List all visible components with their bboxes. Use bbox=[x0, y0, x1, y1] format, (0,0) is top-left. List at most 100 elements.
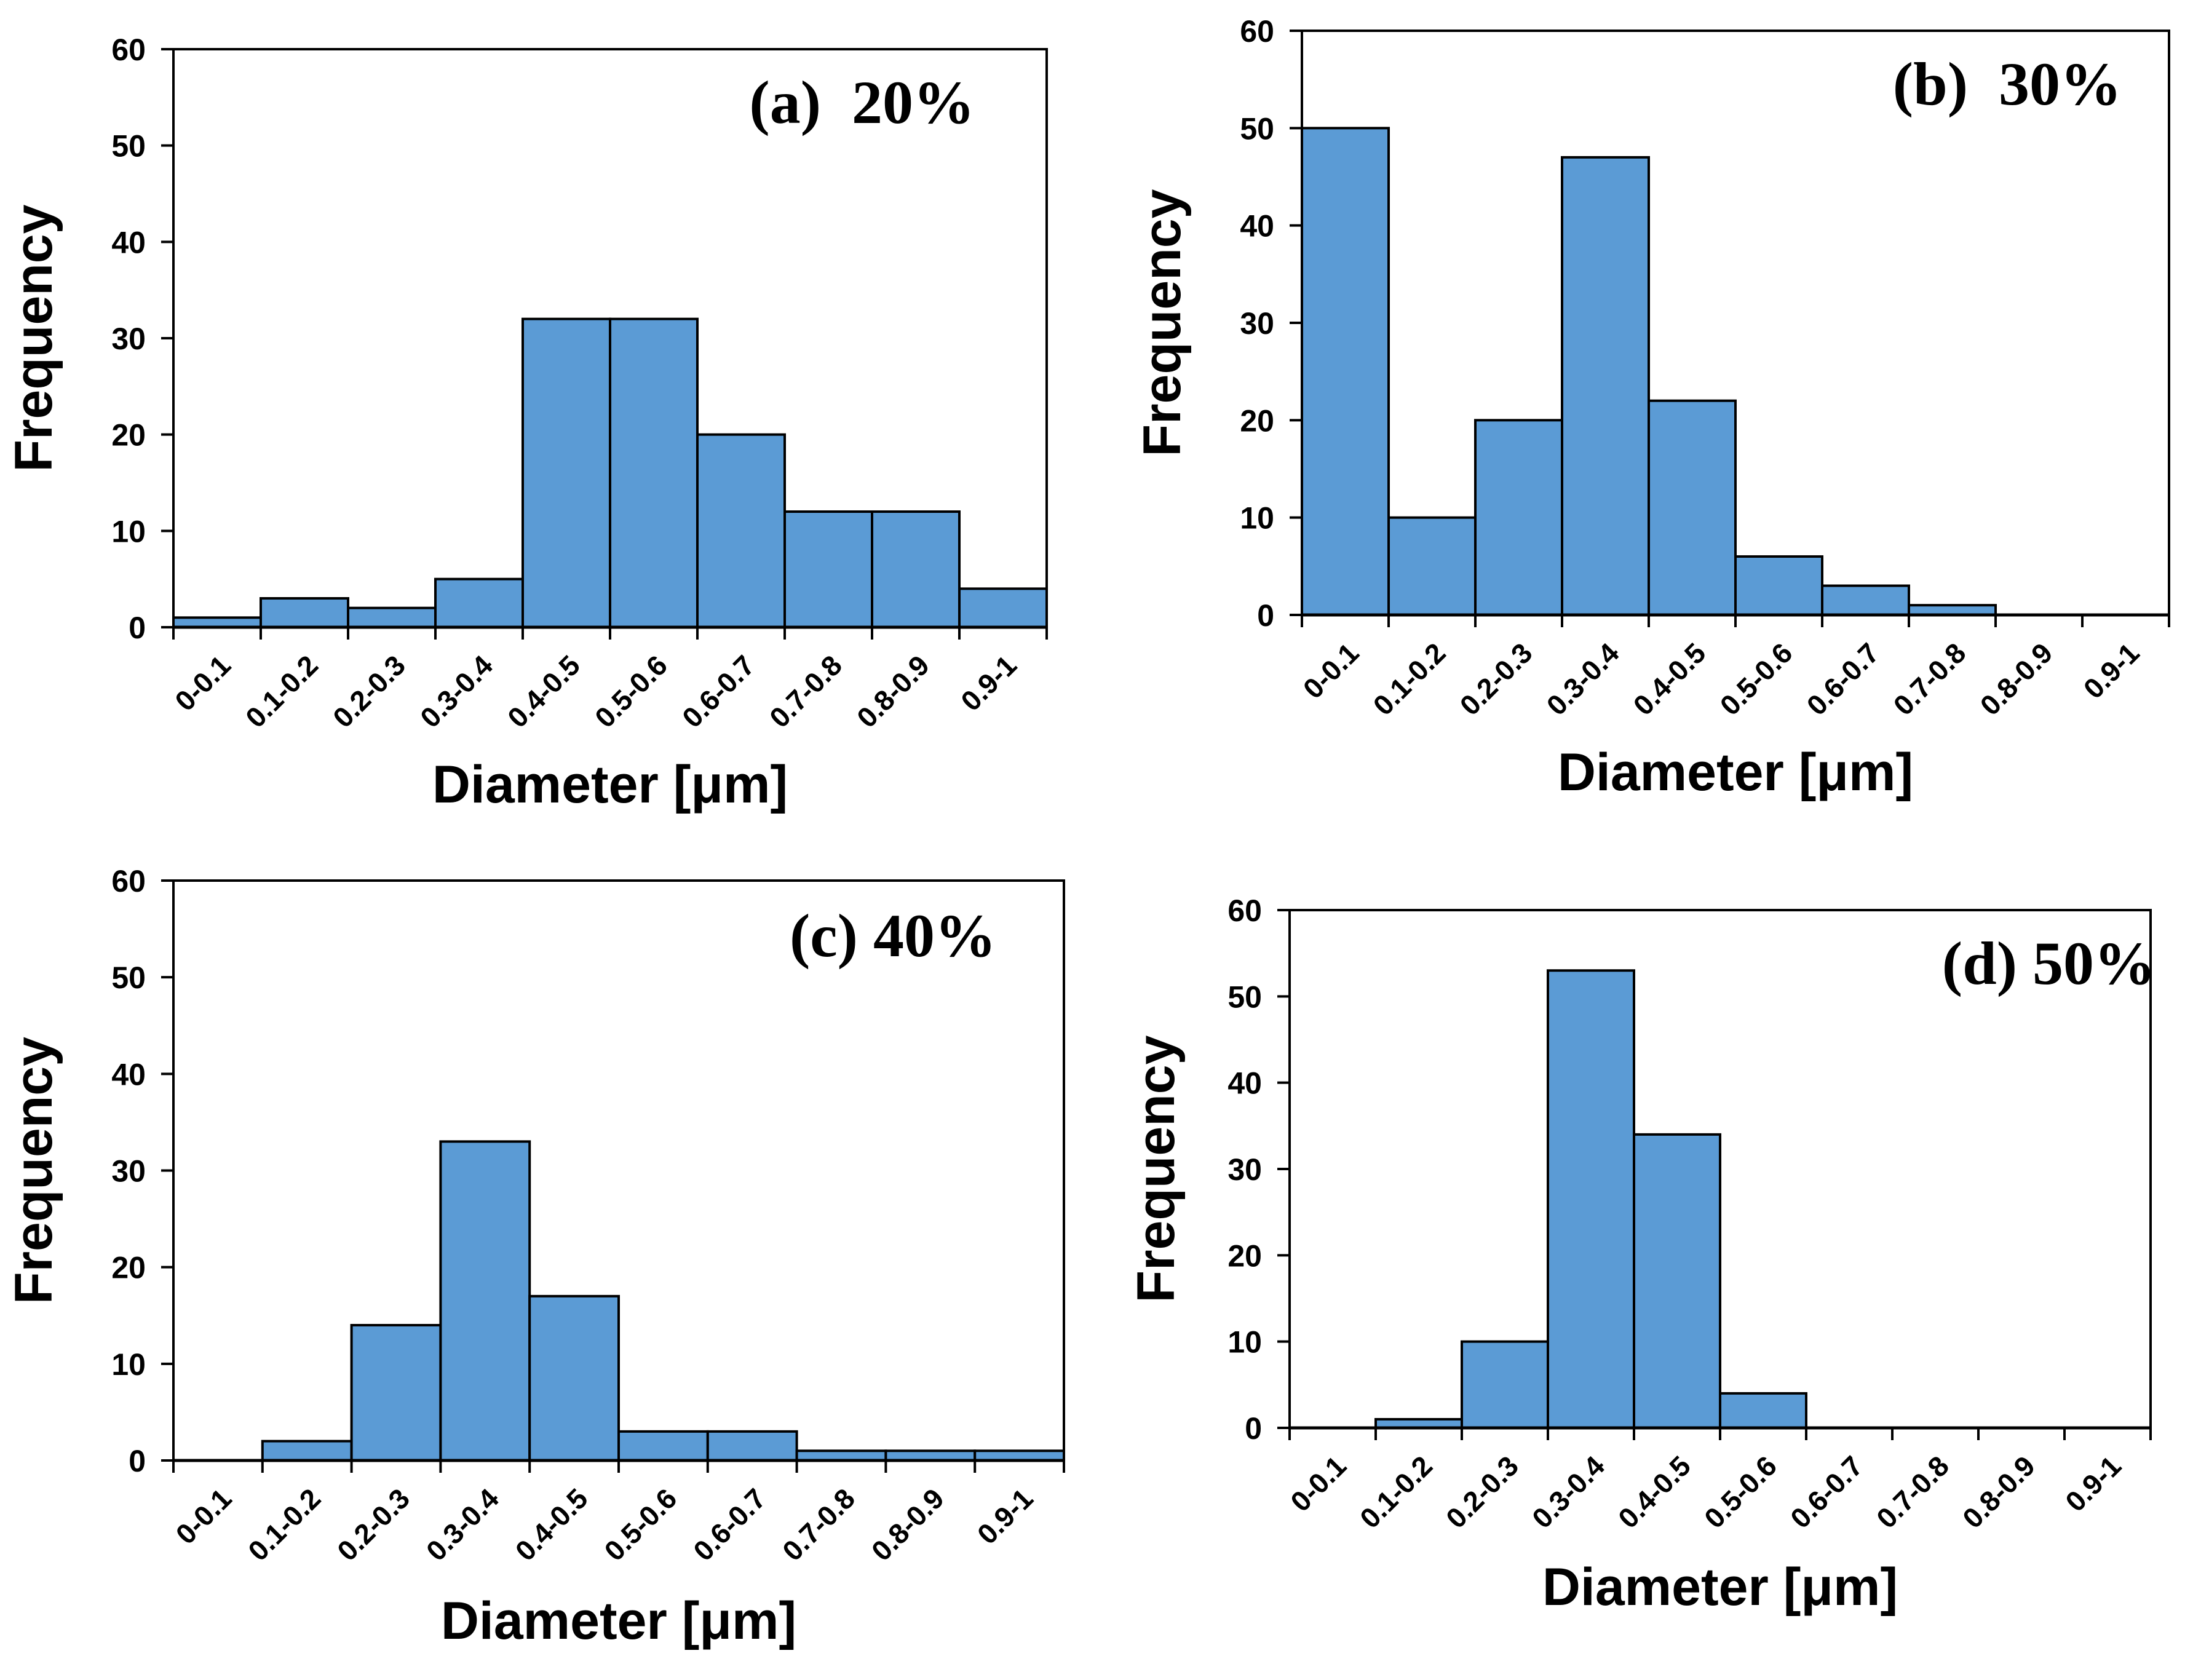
y-tick-label: 0 bbox=[129, 611, 146, 645]
y-tick-label: 30 bbox=[1240, 306, 1274, 341]
y-tick-label: 30 bbox=[111, 1154, 146, 1189]
x-tick-label: 0.6-0.7 bbox=[1784, 1449, 1869, 1534]
y-tick-label: 60 bbox=[111, 33, 146, 67]
histogram-bar bbox=[1474, 419, 1563, 616]
x-tick-label: 0.9-1 bbox=[2077, 636, 2146, 705]
x-tick-label: 0.6-0.7 bbox=[676, 649, 761, 734]
x-tick-label: 0-0.1 bbox=[169, 649, 237, 717]
x-tick-label: 0.2-0.3 bbox=[1440, 1449, 1525, 1534]
y-axis-title: Frequency bbox=[1133, 189, 1192, 456]
histogram-bar bbox=[522, 317, 611, 629]
histogram-bar bbox=[434, 577, 524, 629]
histogram-bar bbox=[1821, 584, 1910, 616]
histogram-bar bbox=[783, 510, 873, 628]
y-tick-label: 40 bbox=[1240, 209, 1274, 244]
histogram-bar bbox=[1461, 1340, 1549, 1430]
histogram-bar bbox=[609, 317, 699, 629]
x-tick-label: 0-0.1 bbox=[1284, 1449, 1352, 1518]
y-tick-label: 40 bbox=[111, 1057, 146, 1092]
panel-label: (d) 50% bbox=[1942, 929, 2155, 997]
y-tick-label: 30 bbox=[111, 322, 146, 356]
histogram-bar bbox=[1648, 399, 1737, 617]
y-tick-label: 20 bbox=[1227, 1238, 1262, 1273]
x-axis-title: Diameter [μm] bbox=[1542, 1558, 1898, 1617]
x-tick-label: 0.6-0.7 bbox=[687, 1482, 772, 1567]
x-tick-label: 0.2-0.3 bbox=[331, 1482, 416, 1567]
x-tick-label: 0.3-0.4 bbox=[414, 649, 499, 734]
y-tick-label: 0 bbox=[129, 1444, 146, 1478]
y-tick-label: 0 bbox=[1245, 1411, 1262, 1446]
histogram-bar bbox=[1301, 127, 1390, 617]
x-tick-label: 0.5-0.6 bbox=[598, 1482, 683, 1567]
y-axis-title: Frequency bbox=[4, 1037, 63, 1304]
histogram-bar bbox=[1719, 1392, 1807, 1430]
y-tick-label: 20 bbox=[111, 418, 146, 453]
y-tick-label: 60 bbox=[111, 864, 146, 898]
x-tick-label: 0-0.1 bbox=[1297, 636, 1365, 705]
x-tick-label: 0.4-0.5 bbox=[501, 649, 586, 734]
histogram-bar bbox=[696, 433, 786, 629]
x-tick-label: 0.9-1 bbox=[971, 1482, 1039, 1550]
histogram-bar bbox=[261, 1440, 353, 1462]
histogram-bar bbox=[617, 1430, 709, 1462]
y-axis-title: Frequency bbox=[1127, 1035, 1186, 1302]
y-tick-label: 10 bbox=[111, 514, 146, 549]
x-axis-title: Diameter [μm] bbox=[1558, 743, 1913, 802]
histogram-bar bbox=[1547, 969, 1635, 1429]
x-tick-label: 0.7-0.8 bbox=[776, 1482, 861, 1567]
x-tick-label: 0.5-0.6 bbox=[589, 649, 673, 734]
x-axis-title: Diameter [μm] bbox=[432, 755, 788, 814]
histogram-bar bbox=[1561, 156, 1650, 617]
panel-label: (c) 40% bbox=[790, 901, 996, 970]
x-tick-label: 0.4-0.5 bbox=[509, 1482, 594, 1567]
y-tick-label: 60 bbox=[1227, 893, 1262, 928]
x-axis-title: Diameter [μm] bbox=[441, 1591, 796, 1650]
x-tick-label: 0.6-0.7 bbox=[1801, 636, 1886, 721]
x-tick-label: 0.3-0.4 bbox=[420, 1482, 505, 1567]
panel-label: (b) 30% bbox=[1893, 50, 2122, 118]
x-tick-label: 0.2-0.3 bbox=[1454, 636, 1539, 721]
histogram-bar bbox=[260, 597, 349, 628]
x-tick-label: 0.9-1 bbox=[954, 649, 1023, 717]
x-tick-label: 0.8-0.9 bbox=[865, 1482, 950, 1567]
histogram-bar bbox=[350, 1323, 442, 1462]
histogram-bar bbox=[1387, 516, 1477, 617]
y-tick-label: 20 bbox=[111, 1251, 146, 1285]
y-tick-label: 50 bbox=[1227, 980, 1262, 1014]
y-tick-label: 50 bbox=[111, 961, 146, 995]
x-tick-label: 0.7-0.8 bbox=[1870, 1449, 1955, 1534]
histogram-bar bbox=[706, 1430, 798, 1462]
histogram-bar bbox=[1734, 555, 1823, 616]
histogram-bar bbox=[958, 587, 1048, 628]
x-tick-label: 0.9-1 bbox=[2059, 1449, 2127, 1518]
y-tick-label: 60 bbox=[1240, 14, 1274, 49]
y-tick-label: 50 bbox=[111, 129, 146, 164]
y-tick-label: 50 bbox=[1240, 111, 1274, 146]
histogram-bar bbox=[528, 1294, 621, 1462]
x-tick-label: 0.3-0.4 bbox=[1526, 1449, 1611, 1534]
histogram-bar bbox=[439, 1140, 531, 1462]
x-tick-label: 0.4-0.5 bbox=[1612, 1449, 1697, 1534]
x-tick-label: 0.5-0.6 bbox=[1714, 636, 1799, 721]
x-tick-label: 0.8-0.9 bbox=[851, 649, 935, 734]
histogram-bar bbox=[1633, 1133, 1721, 1430]
x-tick-label: 0.7-0.8 bbox=[1887, 636, 1972, 721]
y-tick-label: 20 bbox=[1240, 403, 1274, 438]
panel-label: (a) 20% bbox=[749, 68, 975, 137]
y-tick-label: 40 bbox=[1227, 1066, 1262, 1101]
x-tick-label: 0.1-0.2 bbox=[242, 1482, 327, 1567]
x-tick-label: 0.3-0.4 bbox=[1541, 636, 1625, 721]
y-axis-title: Frequency bbox=[4, 204, 63, 472]
y-tick-label: 10 bbox=[111, 1347, 146, 1382]
x-tick-label: 0.7-0.8 bbox=[763, 649, 848, 734]
y-tick-label: 30 bbox=[1227, 1152, 1262, 1187]
histogram-bar bbox=[871, 510, 961, 628]
x-tick-label: 0.5-0.6 bbox=[1698, 1449, 1783, 1534]
y-tick-label: 0 bbox=[1257, 598, 1274, 633]
x-tick-label: 0.8-0.9 bbox=[1956, 1449, 2041, 1534]
